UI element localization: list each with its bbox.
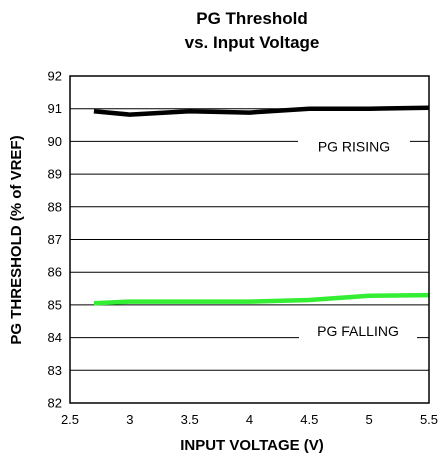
x-tick-label: 5 — [366, 412, 373, 427]
x-axis-label: INPUT VOLTAGE (V) — [180, 437, 324, 454]
y-tick-label: 90 — [48, 134, 62, 149]
y-axis-label: PG THRESHOLD (% of VREF) — [8, 135, 25, 344]
y-tick-label: 82 — [48, 396, 62, 411]
grid — [70, 75, 429, 404]
x-tick-label: 2.5 — [61, 412, 79, 427]
y-tick-label: 88 — [48, 199, 62, 214]
y-tick-label: 91 — [48, 101, 62, 116]
chart-title: PG Threshold — [196, 9, 307, 28]
x-tick-label: 3 — [126, 412, 133, 427]
x-tick-label: 4.5 — [300, 412, 318, 427]
series-line-pg-rising — [93, 105, 430, 117]
x-tick-label: 3.5 — [181, 412, 199, 427]
chart-subtitle: vs. Input Voltage — [185, 33, 320, 52]
y-tick-label: 85 — [48, 297, 62, 312]
y-tick-label: 86 — [48, 265, 62, 280]
annotation-pg-falling: PG FALLING — [299, 319, 417, 344]
x-tick-label: 4 — [246, 412, 253, 427]
y-tick-labels: 82 83 84 85 86 87 88 89 90 91 92 — [48, 69, 62, 411]
annotation-pg-rising: PG RISING — [298, 134, 410, 159]
y-tick-label: 92 — [48, 69, 62, 84]
x-tick-labels: 2.5 3 3.5 4 4.5 5 5.5 — [61, 412, 438, 427]
x-tick-label: 5.5 — [420, 412, 438, 427]
y-tick-label: 89 — [48, 167, 62, 182]
y-tick-label: 84 — [48, 330, 62, 345]
annotation-pg-falling-label: PG FALLING — [317, 323, 399, 339]
annotation-pg-rising-label: PG RISING — [318, 138, 390, 154]
y-tick-label: 87 — [48, 232, 62, 247]
series-line-pg-falling — [93, 292, 430, 306]
plot-frame — [69, 75, 430, 404]
series-layer — [93, 105, 430, 306]
y-tick-label: 83 — [48, 363, 62, 378]
